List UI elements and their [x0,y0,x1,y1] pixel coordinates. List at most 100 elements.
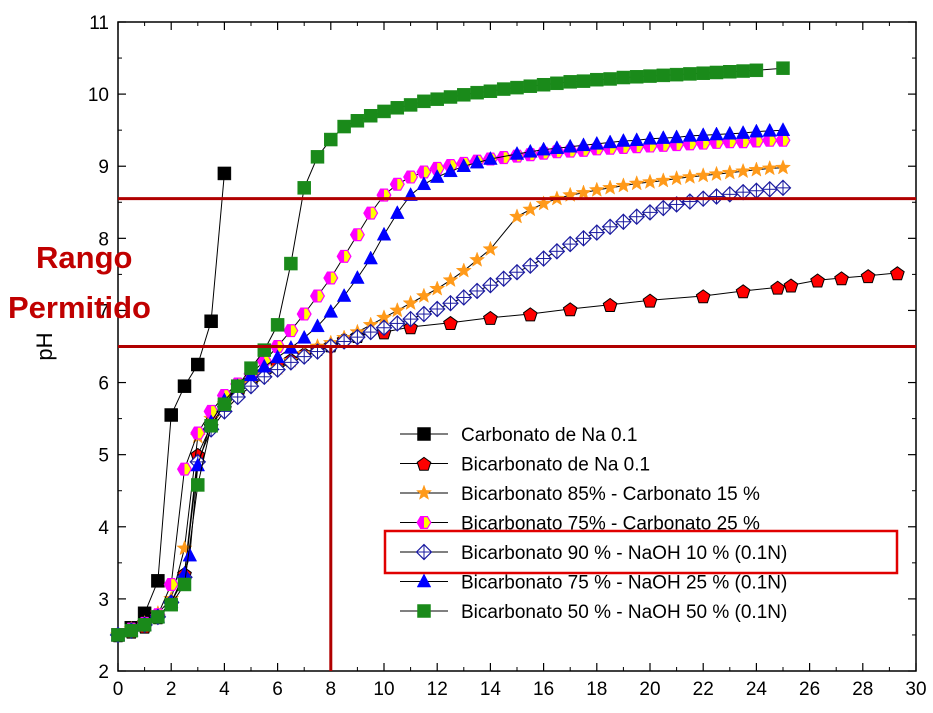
data-point [417,94,431,109]
data-point [523,79,538,93]
data-point [363,206,379,220]
y-tick-label: 9 [98,157,109,178]
square-marker [403,98,418,112]
square-marker [709,65,724,80]
square-marker [164,408,178,422]
data-point [324,132,338,147]
data-point [336,288,352,302]
square-marker [496,82,511,96]
triangle-marker [549,140,565,154]
data-point [522,200,539,217]
data-point [443,90,458,104]
hexagon-outline [190,426,206,440]
triangle-marker [509,145,525,160]
legend-item: Carbonato de Na 0.1 [400,425,637,446]
data-point [616,70,631,85]
hexagon-half-fill [430,162,438,175]
star-marker [402,294,419,311]
hexagon-outline [429,161,445,175]
hexagon-half-fill [363,207,371,220]
data-point [390,101,405,115]
star-marker [415,484,433,500]
data-point [430,92,444,106]
data-point [641,204,659,221]
square-marker [244,361,258,375]
star-marker [748,161,765,177]
x-tick-label: 18 [586,679,607,700]
data-point [230,379,245,393]
data-point [443,315,458,330]
data-point [468,251,486,267]
data-point [681,193,699,210]
data-point [734,183,752,201]
data-point [416,573,432,588]
hexagon-half-fill [297,308,305,320]
star-marker [468,251,486,267]
star-marker [389,301,406,318]
hexagon-half-fill [350,228,358,241]
data-point [402,294,419,311]
data-point [628,175,645,191]
square-marker [151,610,165,624]
legend-item: Bicarbonato 90 % - NaOH 10 % (0.1N) [383,529,899,575]
data-point [151,574,165,588]
triangle-marker [350,269,365,284]
pentagon-marker [860,269,876,284]
y-tick-label: 5 [98,446,109,467]
triangle-marker [416,573,432,588]
data-point [483,150,498,165]
x-tick-label: 8 [326,679,337,700]
square-marker [204,314,218,329]
data-point [151,610,165,624]
data-point [535,250,552,267]
triangle-marker [270,349,285,364]
star-marker [429,280,446,296]
y-axis-title: pH [32,332,57,360]
triangle-marker [602,134,618,149]
data-point [217,166,232,181]
pentagon-marker [416,456,432,471]
square-marker [417,604,431,618]
data-point [468,282,486,300]
data-point [655,172,672,188]
square-marker [443,90,458,104]
data-point [470,85,484,100]
range-label-line2: Permitido [8,290,151,325]
data-point [643,69,657,83]
data-point [403,98,418,112]
data-point [748,161,765,177]
data-point [182,547,198,562]
star-marker [482,240,499,257]
data-point [770,280,786,295]
data-point [509,145,525,160]
data-point [176,462,193,476]
data-point [775,122,791,136]
triangle-marker [429,169,445,183]
star-marker [601,179,619,195]
data-point [337,119,351,134]
square-marker [324,132,338,147]
data-point [536,77,551,92]
hexagon-outline [416,165,432,179]
data-point [860,269,876,284]
x-tick-label: 20 [639,679,660,700]
data-point [483,310,498,325]
data-point [775,133,791,147]
square-marker [217,397,232,411]
triangle-marker [695,127,711,141]
data-point [204,314,218,329]
hexagon-outline [336,249,352,263]
square-marker [177,379,192,393]
reference-lines [118,197,916,671]
data-point [469,154,485,169]
triangle-marker [182,547,198,562]
data-point [295,348,313,365]
pentagon-marker [810,273,825,288]
pentagon-marker [522,307,538,322]
y-tick-label: 4 [98,518,109,539]
data-point [522,307,538,322]
data-point [629,132,644,147]
data-point [217,397,232,411]
data-point [736,64,750,78]
data-point [695,289,711,304]
